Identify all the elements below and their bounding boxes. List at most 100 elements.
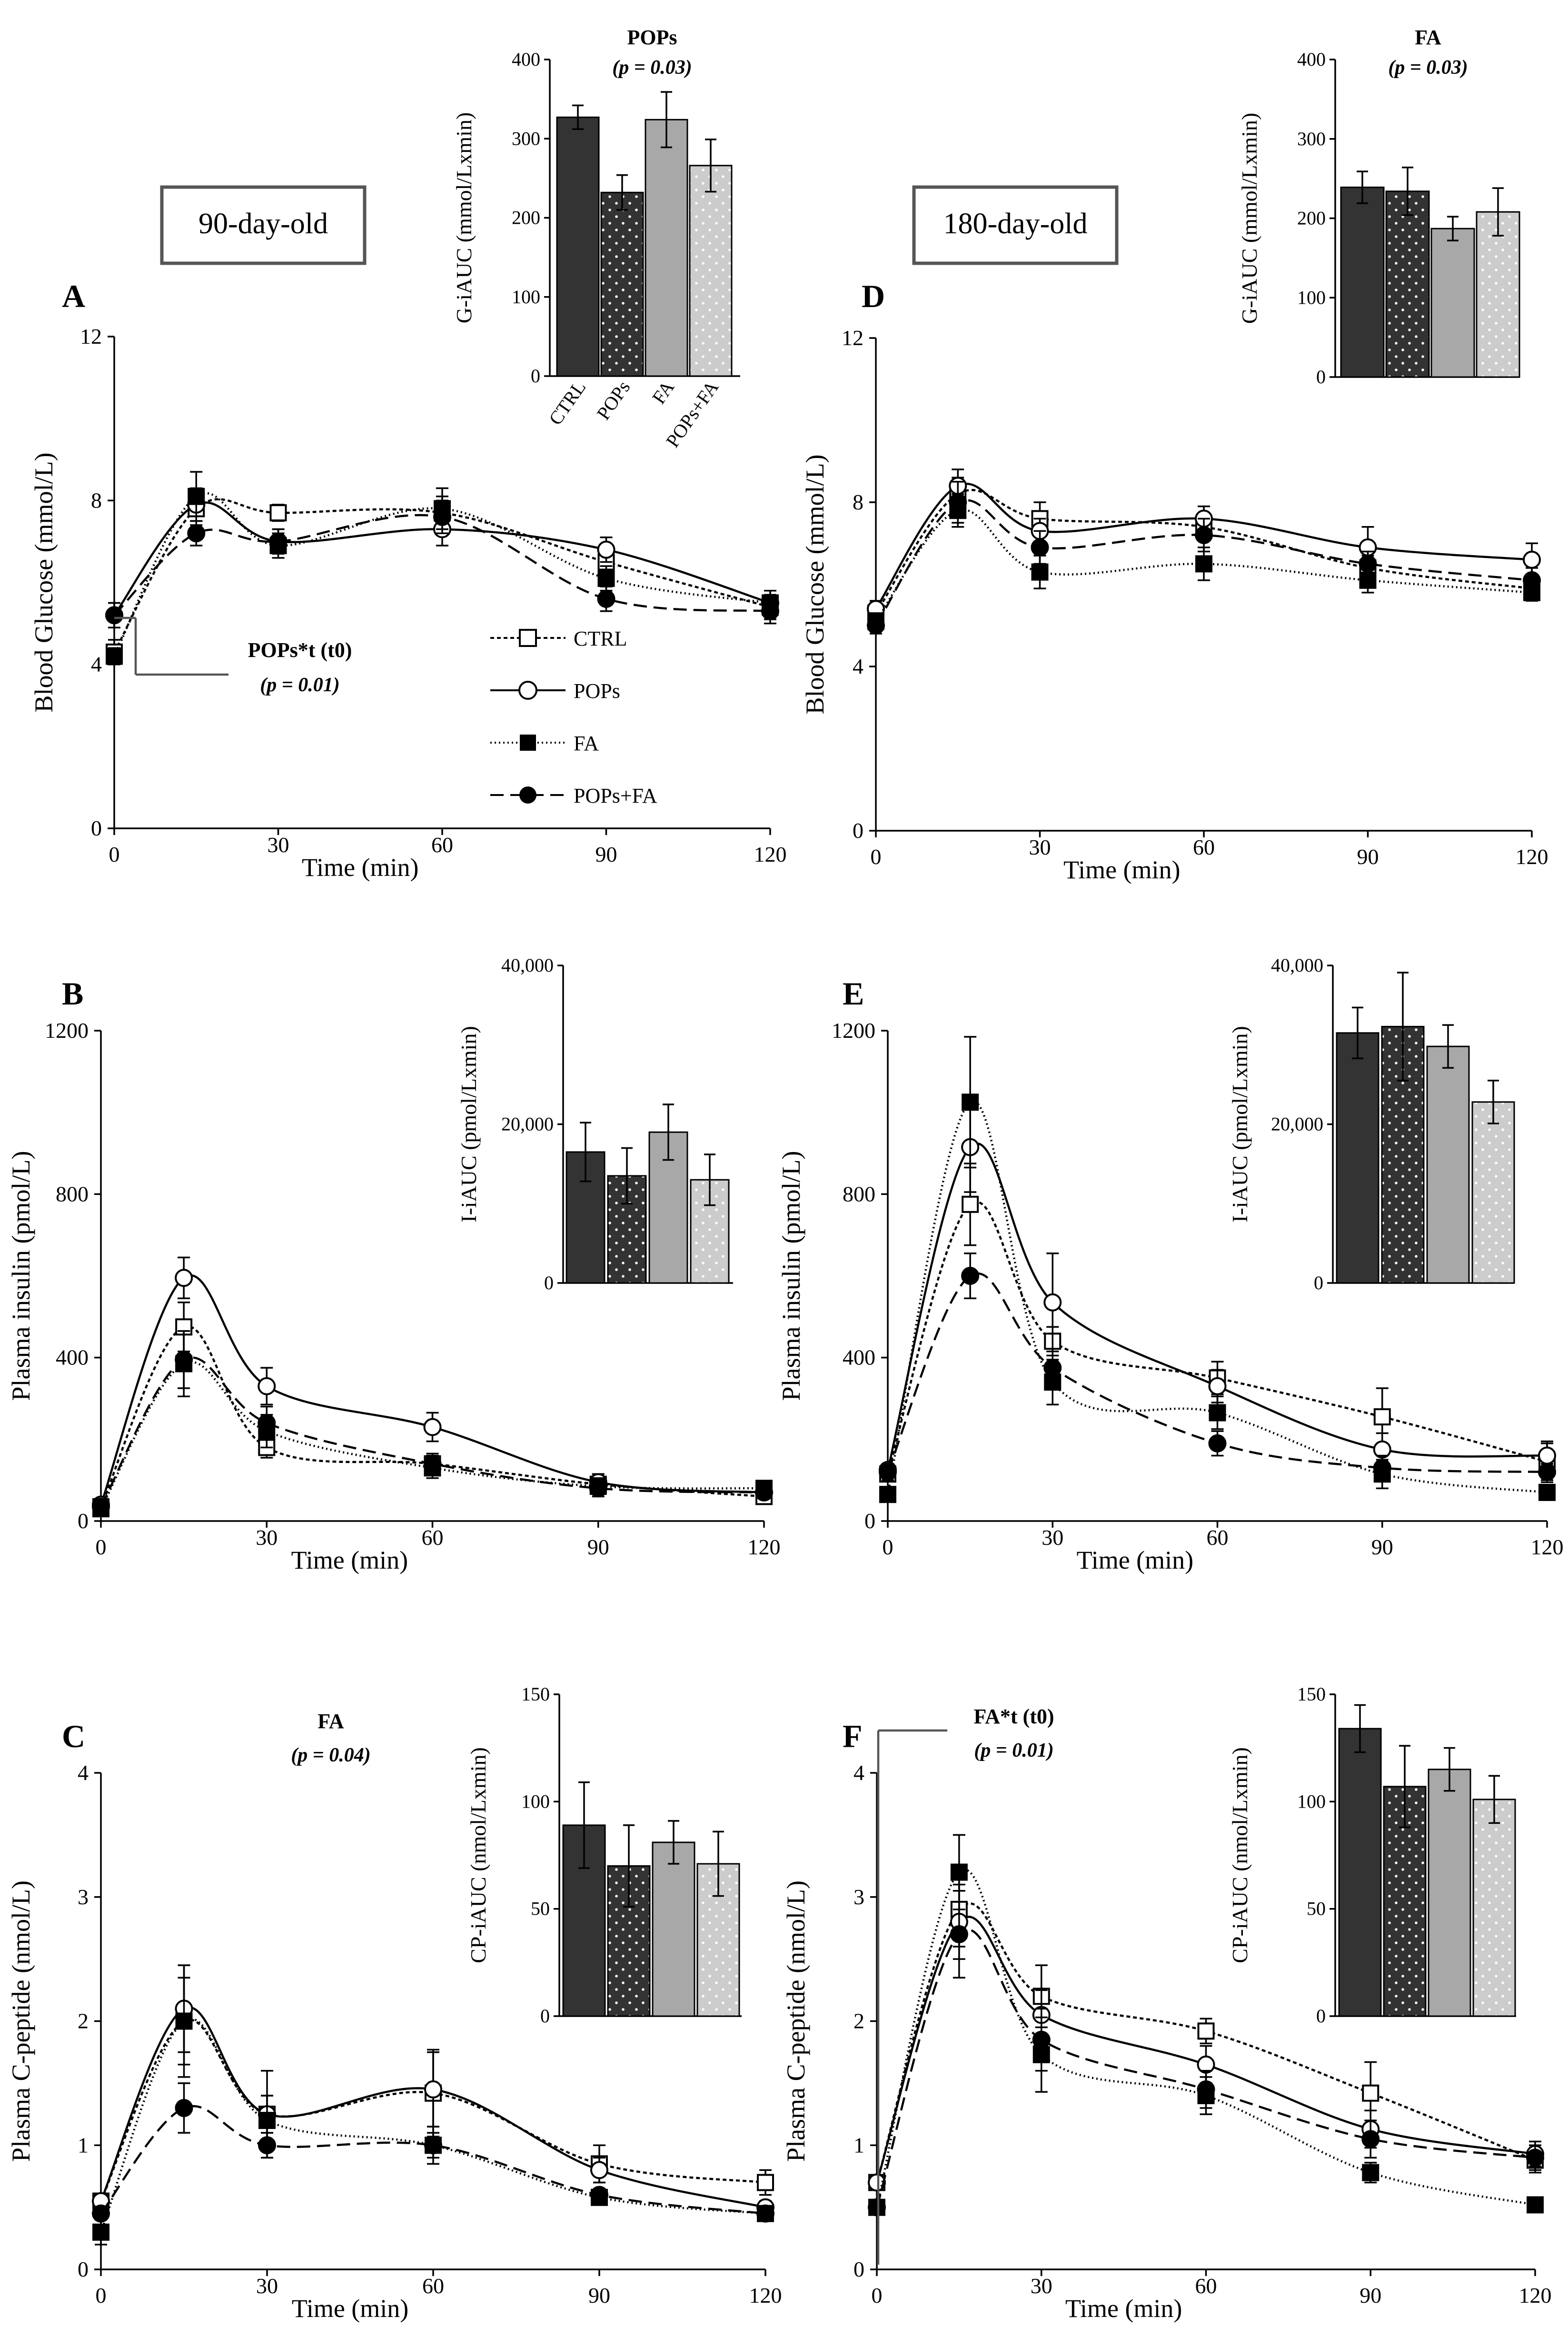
data-point (1197, 2080, 1215, 2098)
age-box-right (912, 185, 1119, 265)
y-tick-label: 400 (56, 1345, 89, 1370)
legend-item-fa: FA (490, 732, 599, 755)
data-point (879, 1463, 897, 1481)
x-tick-label: 0 (109, 842, 120, 866)
panel-letter-E: E (843, 975, 864, 1012)
legend-item-popsfa: POPs+FA (490, 784, 657, 807)
data-point (187, 524, 206, 543)
series-ctrl (92, 1302, 773, 1515)
bar-fa (652, 1841, 695, 2017)
inset-bar-chart-D: 0 100 200 300 400 G-iAUC (mmol/Lxmin) FA (p = 0… (1237, 26, 1520, 388)
data-point (92, 2223, 109, 2241)
legend: CTRL POPs FA POPs+FA (490, 627, 657, 807)
inset-y-tick-label: 200 (512, 207, 540, 229)
inset-y-tick-label: 100 (1297, 1790, 1326, 1812)
data-point (1032, 2030, 1051, 2049)
y-tick-label: 0 (78, 1509, 89, 1533)
data-point (962, 1094, 979, 1111)
data-point (868, 2198, 886, 2217)
data-point (961, 1267, 980, 1285)
data-point (1527, 2196, 1544, 2214)
y-axis-label: Plasma C-peptide (nmol/L) (7, 1880, 35, 2162)
data-point (188, 487, 205, 505)
y-tick-label: 3 (78, 1885, 89, 1909)
y-tick-label: 0 (853, 818, 863, 843)
inset-y-tick-label: 200 (1297, 208, 1326, 229)
legend-item-ctrl: CTRL (490, 627, 627, 650)
x-tick-label: 30 (1031, 2274, 1052, 2298)
x-tick-label: 60 (422, 1525, 444, 1550)
series-line (875, 482, 1532, 610)
panel-B: B 0 400 800 1200 0 30 60 90 120 Time (min) Plasma i… (7, 955, 781, 1574)
bar-ctrl (1340, 186, 1385, 378)
data-point (1373, 1459, 1391, 1477)
inset-y-tick-label: 40,000 (501, 955, 554, 976)
series-line (99, 2018, 766, 2233)
inset-y-tick-label: 0 (1316, 366, 1326, 388)
data-point (1359, 555, 1377, 573)
data-point (1361, 2130, 1380, 2148)
inset-category-label: POPs (592, 377, 634, 424)
x-axis-label: Time (min) (1065, 2294, 1182, 2323)
data-point (597, 589, 615, 608)
data-point (1208, 1377, 1227, 1395)
age-label-right: 180-day-old (943, 208, 1087, 240)
x-tick-label: 0 (871, 845, 882, 869)
x-tick-label: 30 (268, 833, 289, 857)
y-axis-label: Plasma insulin (pmol/L) (7, 1151, 35, 1401)
y-axis-label: Blood Glucose (mmol/L) (30, 453, 58, 713)
y-tick-label: 400 (843, 1345, 875, 1370)
x-tick-label: 30 (1029, 835, 1051, 859)
y-tick-label: 0 (864, 1509, 875, 1533)
x-tick-label: 120 (1516, 845, 1548, 869)
annotation-pvalue: (p = 0.04) (291, 1744, 370, 1766)
x-tick-label: 90 (587, 1535, 609, 1559)
inset-y-tick-label: 20,000 (1271, 1114, 1323, 1135)
y-tick-label: 800 (56, 1182, 89, 1206)
data-point (1538, 1463, 1556, 1481)
y-tick-label: 4 (853, 654, 863, 678)
bar-pops (1385, 190, 1430, 378)
inset-y-tick-label: 20,000 (501, 1114, 554, 1135)
panel-letter-B: B (62, 975, 83, 1012)
y-tick-label: 4 (78, 1760, 89, 1785)
y-axis-label: Plasma insulin (pmol/L) (777, 1151, 805, 1401)
age-box-left (160, 185, 367, 265)
data-point (175, 1269, 193, 1287)
panel-letter-A: A (62, 278, 85, 314)
data-point (258, 2136, 276, 2155)
y-tick-label: 8 (91, 488, 102, 512)
series-line (100, 2105, 766, 2215)
inset-y-tick-label: 100 (1297, 287, 1326, 308)
data-point (1031, 538, 1049, 557)
inset-y-axis-label: I-iAUC (pmol/Lxmin) (457, 1026, 481, 1223)
inset-bar-chart-B: 0 20,000 40,000 I-iAUC (pmol/Lxmin) (457, 955, 733, 1293)
inset-pvalue: (p = 0.03) (612, 57, 692, 79)
bar-fa (1430, 228, 1475, 378)
x-tick-label: 0 (883, 1535, 893, 1559)
data-point (423, 1418, 442, 1436)
x-tick-label: 0 (872, 2283, 883, 2307)
series-line (100, 1356, 764, 1508)
data-point (1043, 1293, 1062, 1312)
y-tick-label: 12 (842, 326, 863, 350)
x-tick-label: 90 (595, 842, 617, 866)
data-point (879, 1486, 896, 1503)
data-point (1526, 2148, 1544, 2167)
y-tick-label: 0 (91, 816, 102, 840)
series-pops-fa (92, 1330, 773, 1516)
x-tick-label: 60 (1195, 2274, 1217, 2298)
legend-label-ctrl: CTRL (574, 627, 627, 650)
series-line (113, 514, 771, 616)
age-label-left: 90-day-old (198, 208, 328, 240)
bar-ctrl (1336, 1032, 1379, 1284)
inset-y-tick-label: 50 (531, 1898, 550, 1919)
series-line (99, 2019, 766, 2202)
inset-y-tick-label: 0 (544, 1272, 554, 1293)
data-point (590, 2186, 608, 2204)
x-tick-label: 90 (588, 2283, 610, 2307)
series-pops-fa (879, 1253, 1556, 1481)
inset-y-tick-label: 150 (521, 1683, 550, 1705)
